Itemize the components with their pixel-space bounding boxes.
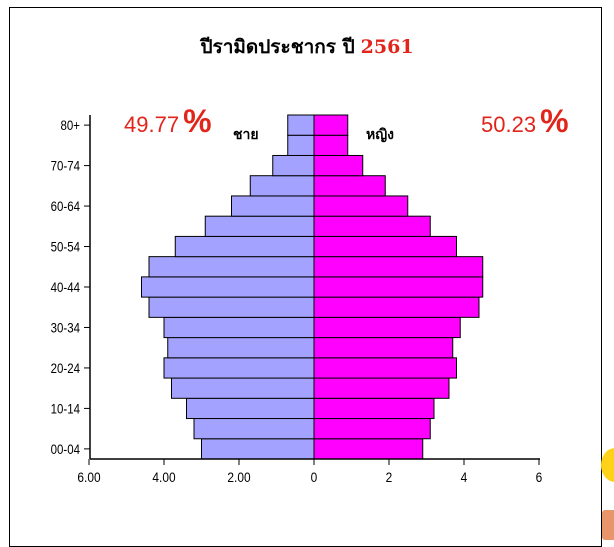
- male-bar-40-44: [141, 276, 315, 298]
- female-bar-15-19: [313, 377, 450, 399]
- male-bar-00-04: [201, 438, 315, 460]
- female-bar-40-44: [313, 276, 484, 298]
- male-bar-10-14: [186, 397, 315, 420]
- y-tick-label-80+: 80+: [61, 117, 80, 133]
- male-percentage: 49.77%: [124, 103, 212, 140]
- female-bar-05-09: [313, 418, 431, 440]
- male-bar-80+: [287, 114, 315, 136]
- male-bar-15-19: [171, 377, 315, 399]
- x-tick-label-1: 4.00: [152, 469, 175, 485]
- y-tick-label-10-14: 10-14: [51, 400, 80, 416]
- y-tick-label-20-24: 20-24: [51, 360, 80, 376]
- chart-title: ปีรามิดประชากร ปี 2561: [0, 32, 614, 62]
- y-tick-label-60-64: 60-64: [51, 198, 80, 214]
- decorative-yellow-shape: [601, 448, 614, 482]
- male-bar-20-24: [163, 357, 315, 379]
- male-bar-50-54: [174, 235, 315, 258]
- title-text: ปีรามิดประชากร ปี: [200, 36, 355, 58]
- male-label: ชาย: [233, 127, 259, 143]
- male-bar-35-39: [148, 296, 315, 318]
- male-bar-70-74: [272, 154, 315, 177]
- y-tick-label-50-54: 50-54: [51, 238, 80, 254]
- female-bar-80+: [313, 114, 349, 136]
- female-percentage-value: 50.23: [481, 112, 537, 137]
- female-bar-35-39: [313, 296, 480, 318]
- male-percent-symbol: %: [183, 103, 212, 139]
- title-year: 2561: [360, 36, 414, 58]
- male-bar-55-59: [204, 215, 315, 237]
- female-bar-00-04: [313, 438, 424, 460]
- female-bar-60-64: [313, 195, 409, 217]
- decorative-orange-shape: [602, 510, 614, 540]
- female-percentage: 50.23%: [481, 103, 569, 140]
- male-percentage-value: 49.77: [124, 112, 180, 137]
- x-tick-label-6: 6: [536, 469, 543, 485]
- male-bar-45-49: [148, 256, 315, 278]
- female-bar-30-34: [313, 316, 461, 339]
- y-tick-label-00-04: 00-04: [51, 441, 80, 457]
- female-percent-symbol: %: [540, 103, 569, 139]
- x-tick-label-0: 6.00: [77, 469, 100, 485]
- x-tick-label-3: 0: [311, 469, 318, 485]
- female-label: หญิง: [366, 127, 394, 143]
- x-tick-label-5: 4: [461, 469, 468, 485]
- male-bar-75-79: [287, 134, 315, 156]
- female-bar-45-49: [313, 256, 484, 278]
- male-bar-25-29: [167, 337, 315, 359]
- female-bar-25-29: [313, 337, 454, 359]
- y-tick-label-30-34: 30-34: [51, 319, 80, 335]
- female-bar-20-24: [313, 357, 457, 379]
- male-bar-05-09: [193, 418, 315, 440]
- female-bar-75-79: [313, 134, 349, 156]
- population-pyramid-chart: 00-04 10-14 20-24 30-34 40-44 50-54 60-64 70-74…: [51, 114, 543, 485]
- male-bar-60-64: [231, 195, 315, 217]
- x-tick-label-2: 2.00: [227, 469, 250, 485]
- x-tick-label-4: 2: [386, 469, 393, 485]
- female-bar-50-54: [313, 235, 457, 258]
- female-bar-55-59: [313, 215, 431, 237]
- female-bar-70-74: [313, 154, 364, 177]
- female-bar-10-14: [313, 397, 435, 420]
- male-bar-30-34: [163, 316, 315, 339]
- y-tick-label-40-44: 40-44: [51, 279, 80, 295]
- male-bar-65-69: [249, 175, 315, 197]
- female-bar-65-69: [313, 175, 386, 197]
- y-tick-label-70-74: 70-74: [51, 157, 80, 173]
